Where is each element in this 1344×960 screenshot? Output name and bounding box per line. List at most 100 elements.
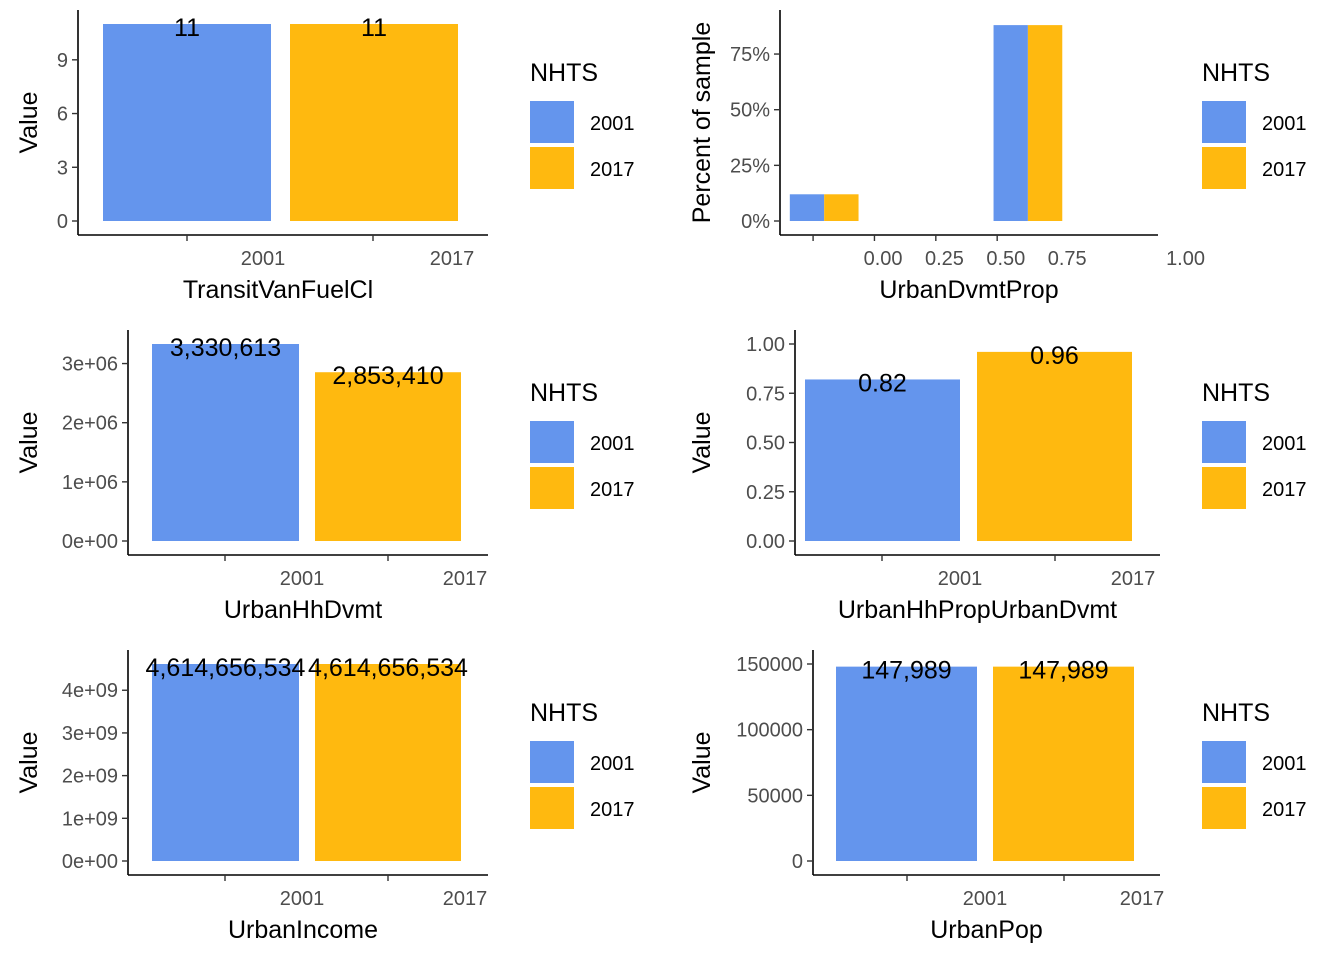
chart-panel-4: 0.00 0.25 0.50 0.75 1.00 0.82 0.96 2001 2017 Urba… [688,330,1307,624]
y-tick-label: 1e+09 [62,808,118,830]
legend-label: 2001 [1262,433,1307,455]
legend: NHTS 2001 2017 [1202,379,1307,509]
legend-swatch-2001 [530,741,574,783]
x-tick-label: 0.75 [1048,248,1087,270]
bar-2001 [836,666,977,861]
y-tick-label: 100000 [736,720,803,742]
bar-2017 [977,351,1132,541]
y-tick-label: 0.25 [746,482,785,504]
bar-value-label: 11 [361,14,387,42]
bar-value-label: 11 [174,14,200,42]
y-tick-label: 9 [57,50,68,72]
y-tick-label: 1.00 [746,334,785,356]
legend: NHTS 2001 2017 [530,379,635,509]
y-tick-label: 3 [57,157,68,179]
y-tick-label: 0e+00 [62,851,118,873]
y-tick-label: 2e+06 [62,413,118,435]
y-tick-label: 3e+06 [62,354,118,376]
chart-panel-2: 0% 25% 50% 75% 0.00 0.25 0.50 0.75 1.00 UrbanDvmt… [688,10,1307,304]
legend-label: 2001 [1262,753,1307,775]
y-axis-title: Value [688,411,716,473]
legend-label: 2017 [1262,479,1307,501]
x-tick-label: 2017 [1111,568,1156,590]
bar-value-label: 147,989 [1018,657,1108,685]
legend-label: 2017 [590,799,635,821]
x-axis-title: UrbanHhPropUrbanDvmt [838,596,1117,624]
bar-2001 [152,664,299,861]
bar-2001 [152,344,299,541]
x-tick-label: 2017 [1120,888,1165,910]
y-tick-label: 50% [730,100,770,122]
histogram-bin-2017 [1027,25,1063,222]
bar-value-label: 3,330,613 [170,334,281,362]
legend-label: 2017 [1262,159,1307,181]
legend-swatch-2017 [1202,147,1246,189]
legend-title: NHTS [530,379,598,407]
y-axis-title: Value [15,731,43,793]
legend-swatch-2017 [1202,787,1246,829]
x-tick-label: 1.00 [1166,248,1205,270]
x-axis-title: UrbanHhDvmt [224,596,382,624]
x-axis-title: UrbanDvmtProp [879,276,1058,304]
y-tick-label: 6 [57,104,68,126]
x-tick-label: 2017 [443,568,488,590]
x-axis-title: TransitVanFuelCl [183,276,373,304]
bar-2001 [103,24,271,221]
legend-label: 2017 [590,159,635,181]
x-tick-label: 2001 [280,568,325,590]
y-axis-title: Value [15,91,43,153]
bar-2017 [993,666,1134,861]
y-tick-label: 50000 [747,785,803,807]
y-tick-label: 0.75 [746,383,785,405]
legend: NHTS 2001 2017 [530,699,635,829]
x-tick-label: 2001 [280,888,325,910]
y-tick-label: 0.50 [746,433,785,455]
y-axis-title: Value [688,731,716,793]
legend-label: 2017 [1262,799,1307,821]
bar-2017 [315,664,461,861]
bar-value-label: 0.96 [1030,342,1079,370]
chart-panel-6: 0 50000 100000 150000 147,989 147,989 2001 2017… [688,650,1307,944]
y-axis-title: Percent of sample [688,22,716,224]
legend-swatch-2001 [530,101,574,143]
legend: NHTS 2001 2017 [1202,59,1307,189]
bar-value-label: 147,989 [861,657,951,685]
y-tick-label: 3e+09 [62,723,118,745]
y-tick-label: 75% [730,44,770,66]
bar-value-label: 4,614,656,534 [308,654,468,682]
chart-panel-3: 0e+00 1e+06 2e+06 3e+06 3,330,613 2,853,410 20… [15,330,635,624]
x-tick-label: 0.00 [864,248,903,270]
legend-label: 2017 [590,479,635,501]
x-tick-label: 2001 [963,888,1008,910]
x-tick-label: 2001 [241,248,286,270]
y-tick-label: 0% [741,211,770,233]
y-tick-label: 2e+09 [62,766,118,788]
legend-swatch-2001 [1202,101,1246,143]
x-tick-label: 2017 [443,888,488,910]
legend-title: NHTS [530,59,598,87]
histogram-bin-2017 [824,194,859,221]
legend-title: NHTS [1202,59,1270,87]
legend-swatch-2017 [530,467,574,509]
legend-label: 2001 [590,753,635,775]
y-tick-label: 0 [792,851,803,873]
legend-swatch-2001 [1202,421,1246,463]
chart-panel-1: 0 3 6 9 11 11 2001 2017 TransitVanFuelCl Value NHT… [15,10,635,304]
y-tick-label: 0.00 [746,531,785,553]
y-axis-title: Value [15,411,43,473]
y-tick-label: 25% [730,155,770,177]
legend-swatch-2001 [530,421,574,463]
x-tick-label: 2017 [430,248,475,270]
legend-label: 2001 [1262,113,1307,135]
legend: NHTS 2001 2017 [1202,699,1307,829]
bar-value-label: 0.82 [858,369,907,397]
legend-title: NHTS [1202,699,1270,727]
y-tick-label: 0e+00 [62,531,118,553]
y-tick-label: 150000 [736,654,803,676]
legend-swatch-2017 [1202,467,1246,509]
legend-title: NHTS [530,699,598,727]
legend-swatch-2001 [1202,741,1246,783]
chart-panel-5: 0e+00 1e+09 2e+09 3e+09 4e+09 4,614,656,534 4,… [15,650,635,944]
legend: NHTS 2001 2017 [530,59,635,189]
